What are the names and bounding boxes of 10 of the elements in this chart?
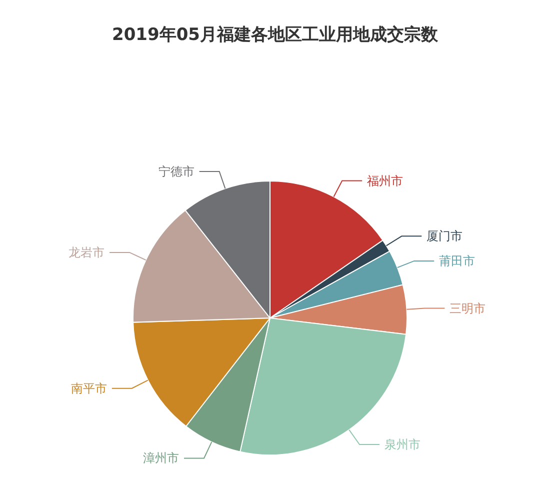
slice-label: 厦门市 (426, 229, 463, 244)
slice-label: 福州市 (367, 174, 404, 188)
slice-label: 漳州市 (143, 451, 180, 466)
slice-label: 三明市 (450, 301, 486, 316)
chart-title: 2019年05月福建各地区工业用地成交宗数 (112, 25, 439, 45)
slice-label: 龙岩市 (68, 245, 105, 260)
slice-label: 莆田市 (439, 254, 476, 268)
slice-label: 宁德市 (158, 164, 194, 179)
slice-label: 泉州市 (384, 438, 421, 452)
slice-label: 南平市 (70, 381, 107, 396)
